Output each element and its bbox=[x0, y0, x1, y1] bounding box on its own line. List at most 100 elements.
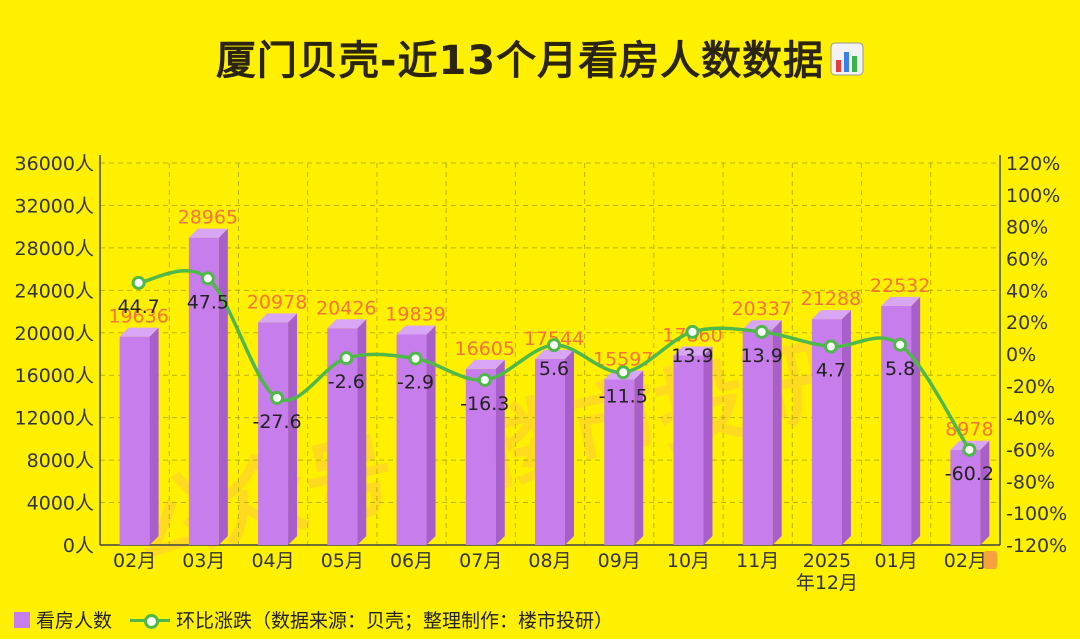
bar-top bbox=[742, 320, 782, 330]
y-right-tick-label: 80% bbox=[1006, 217, 1048, 239]
bar-value-label: 8978 bbox=[945, 419, 993, 441]
y-left-tick-label: 32000人 bbox=[15, 195, 94, 217]
legend-line-swatch bbox=[130, 612, 171, 629]
y-left-tick-label: 0人 bbox=[63, 535, 94, 557]
bar bbox=[465, 368, 496, 545]
y-right-tick-label: -120% bbox=[1006, 535, 1067, 557]
line-point bbox=[339, 351, 354, 366]
x-tick-label: 11月 bbox=[736, 550, 779, 572]
line-point bbox=[200, 271, 215, 286]
line-value-label: 44.7 bbox=[117, 296, 159, 318]
bar bbox=[950, 449, 981, 545]
line-value-label: -16.3 bbox=[460, 393, 509, 415]
line-value-label: 5.8 bbox=[885, 358, 915, 380]
legend-bar-swatch bbox=[14, 611, 30, 628]
bar-top bbox=[119, 327, 159, 337]
bar-top bbox=[258, 313, 298, 323]
legend: 看房人数 环比涨跌（数据来源：贝壳；整理制作：楼市投研） bbox=[14, 606, 613, 633]
line-value-label: 13.9 bbox=[671, 345, 713, 367]
y-left-tick-label: 28000人 bbox=[15, 238, 94, 260]
bar-chart-emoji-icon bbox=[830, 40, 864, 86]
bar-top bbox=[811, 310, 851, 320]
x-tick-label: 06月 bbox=[390, 550, 433, 572]
line-point bbox=[408, 351, 423, 366]
y-right-tick-label: -100% bbox=[1006, 503, 1067, 525]
line-point bbox=[616, 365, 631, 380]
bar-value-label: 15597 bbox=[593, 348, 653, 370]
y-left-tick-label: 8000人 bbox=[27, 450, 94, 472]
bar-value-label: 20426 bbox=[316, 297, 376, 319]
bar-value-label: 19636 bbox=[108, 306, 168, 328]
bar-top bbox=[327, 319, 367, 329]
line-point bbox=[754, 324, 769, 339]
y-right-tick-label: -40% bbox=[1006, 408, 1055, 430]
legend-line-label: 环比涨跌（数据来源：贝壳；整理制作：楼市投研） bbox=[176, 610, 614, 632]
bar-value-label: 20978 bbox=[247, 291, 307, 313]
bar bbox=[742, 329, 773, 545]
x-tick-label: 05月 bbox=[321, 550, 364, 572]
bar-value-label: 21288 bbox=[801, 288, 861, 310]
line-point bbox=[823, 339, 838, 354]
bar-top bbox=[188, 228, 228, 238]
y-left-tick-label: 12000人 bbox=[15, 408, 94, 430]
bar-side bbox=[426, 325, 436, 545]
x-tick-label: 03月 bbox=[182, 550, 225, 572]
bar bbox=[119, 336, 150, 545]
line-value-label: -2.6 bbox=[328, 371, 365, 393]
x-tick-label: 07月 bbox=[459, 550, 502, 572]
y-left-tick-label: 16000人 bbox=[15, 365, 94, 387]
line-value-label: -27.6 bbox=[252, 411, 301, 433]
bar-side bbox=[911, 296, 921, 545]
bar bbox=[396, 334, 427, 545]
line-value-label: 4.7 bbox=[816, 360, 846, 382]
bar-side bbox=[288, 313, 298, 545]
x-tick-label: 01月 bbox=[875, 550, 918, 572]
bar bbox=[188, 237, 219, 545]
bar-side bbox=[703, 346, 713, 545]
bar bbox=[535, 358, 565, 545]
line-value-label: 47.5 bbox=[187, 291, 229, 313]
legend-bar-label: 看房人数 bbox=[36, 610, 113, 632]
line-point bbox=[547, 338, 561, 353]
bar bbox=[673, 355, 704, 545]
bar-top bbox=[673, 346, 713, 356]
y-left-tick-label: 36000人 bbox=[15, 153, 94, 175]
y-right-tick-label: -80% bbox=[1006, 471, 1055, 493]
y-right-tick-label: 20% bbox=[1006, 312, 1048, 334]
bar-value-label: 20337 bbox=[731, 298, 791, 320]
bar-side bbox=[634, 370, 644, 545]
bar-side bbox=[495, 359, 505, 545]
x-tick-label: 09月 bbox=[598, 550, 641, 572]
y-right-tick-label: 60% bbox=[1006, 249, 1048, 271]
line-point bbox=[477, 372, 492, 387]
bar-side bbox=[357, 319, 367, 545]
line-value-label: 5.6 bbox=[539, 358, 569, 380]
bar-value-label: 22532 bbox=[870, 275, 930, 297]
x-tick-label: 年12月 bbox=[796, 572, 858, 594]
y-left-tick-label: 24000人 bbox=[15, 280, 94, 302]
line-value-label: -11.5 bbox=[599, 385, 648, 407]
y-right-tick-label: 100% bbox=[1006, 185, 1060, 207]
x-tick-label: 2025 bbox=[803, 550, 851, 572]
x-tick-label: 08月 bbox=[528, 550, 571, 572]
bar-side bbox=[980, 440, 990, 545]
x-tick-label: 02月 bbox=[113, 550, 156, 572]
y-right-tick-label: 40% bbox=[1006, 280, 1048, 302]
bar bbox=[811, 319, 842, 545]
x-tick-label: 04月 bbox=[251, 550, 294, 572]
y-right-tick-label: 120% bbox=[1006, 153, 1060, 175]
y-right-tick-label: -20% bbox=[1006, 376, 1055, 398]
bar-value-label: 16605 bbox=[455, 338, 515, 360]
y-left-tick-label: 20000人 bbox=[15, 323, 94, 345]
x-tick-label: 10月 bbox=[667, 550, 710, 572]
bar-side bbox=[218, 228, 228, 545]
chart-title: 厦门贝壳-近13个月看房人数数据 bbox=[0, 28, 1080, 86]
line-point bbox=[270, 390, 285, 405]
bar-value-label: 19839 bbox=[385, 303, 445, 325]
y-right-tick-label: -60% bbox=[1006, 440, 1055, 462]
bar-side bbox=[149, 327, 159, 545]
bar-side bbox=[841, 310, 851, 545]
bar-top bbox=[881, 296, 921, 306]
line-point bbox=[893, 337, 908, 352]
y-left-tick-label: 4000人 bbox=[27, 493, 94, 515]
